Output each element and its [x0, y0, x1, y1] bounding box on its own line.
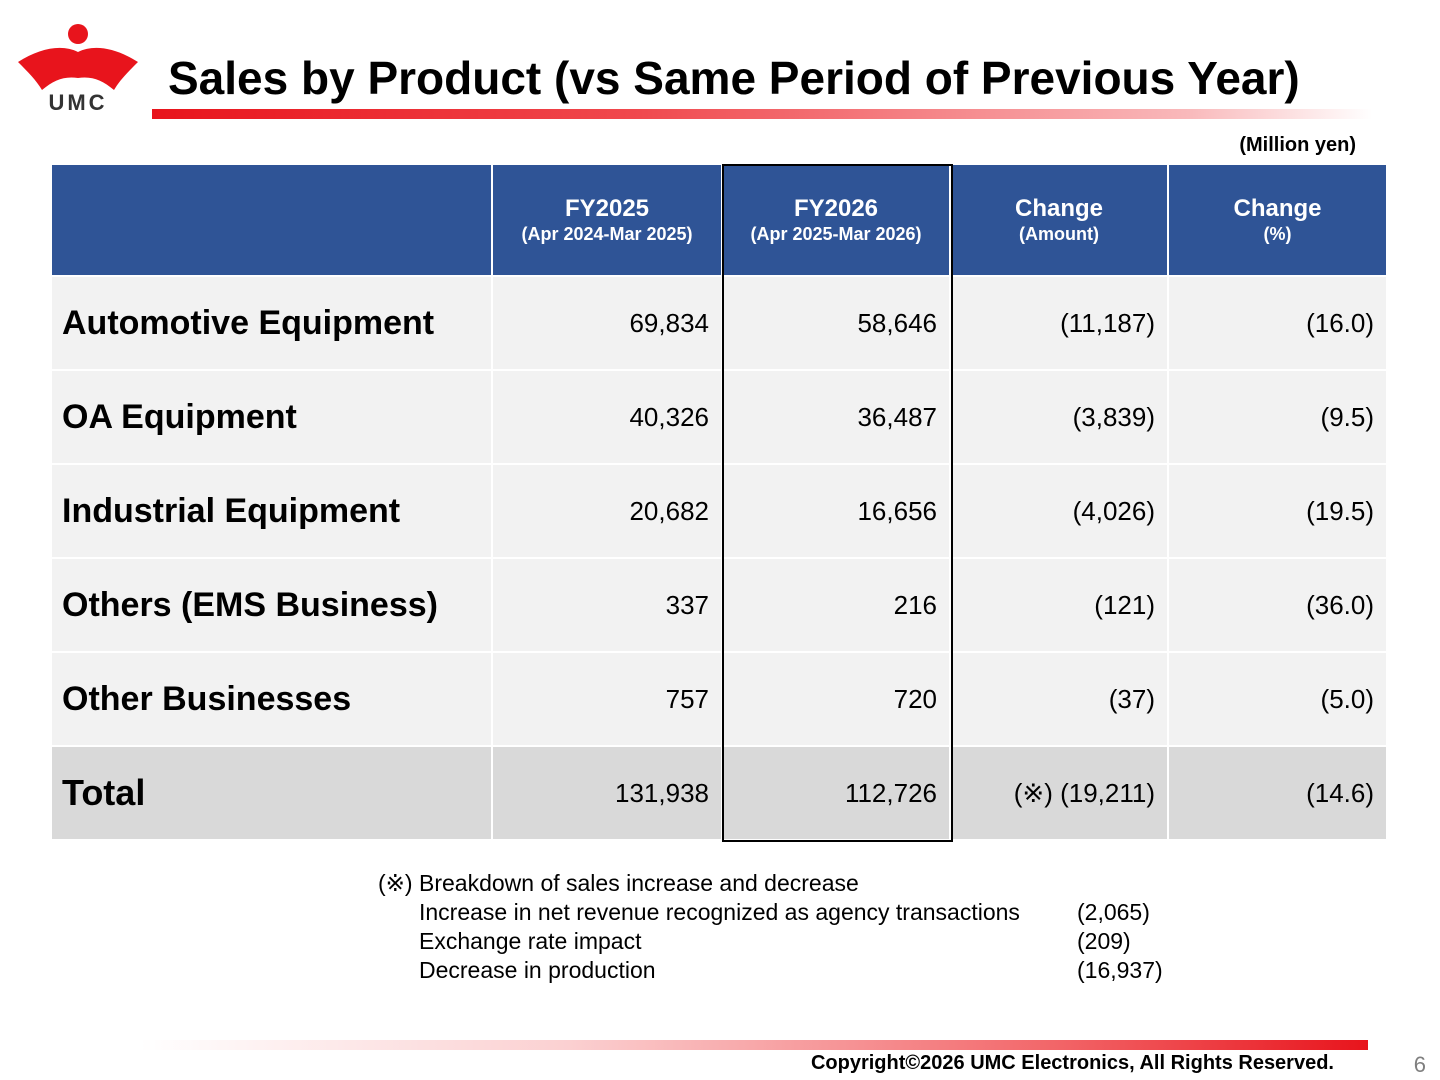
note-value: (16,937): [1077, 957, 1163, 983]
logo-red-dot: [68, 24, 88, 44]
header-change-amount: Change (Amount): [949, 165, 1168, 276]
copyright: Copyright©2026 UMC Electronics, All Righ…: [810, 1052, 1334, 1074]
row-label: Automotive Equipment: [52, 275, 492, 370]
note-value: (2,065): [1077, 899, 1150, 925]
notes-heading: (※) Breakdown of sales increase and decr…: [378, 870, 859, 896]
cell-change-percent: (16.0): [1167, 275, 1386, 370]
header-subtitle: (%): [1263, 224, 1292, 244]
header-subtitle: (Apr 2024-Mar 2025): [521, 224, 693, 244]
header-title: FY2026: [793, 195, 879, 222]
table-row: Industrial Equipment 20,682 16,656 (4,02…: [52, 463, 1386, 558]
cell-change-percent: (36.0): [1167, 557, 1386, 652]
note-label: Exchange rate impact: [419, 928, 642, 954]
title-underline: [152, 109, 1372, 119]
total-fy2025: 131,938: [491, 745, 722, 839]
cell-fy2025: 40,326: [491, 369, 722, 464]
header-fy2026: FY2026 (Apr 2025-Mar 2026): [721, 165, 950, 276]
total-change-percent: (14.6): [1167, 745, 1386, 839]
cell-fy2025: 20,682: [491, 463, 722, 558]
note-item: Exchange rate impact (209): [378, 927, 1163, 956]
unit-note: (Million yen): [1239, 134, 1356, 156]
logo-text: UMC: [48, 90, 107, 112]
header-fy2025: FY2025 (Apr 2024-Mar 2025): [491, 165, 722, 276]
cell-change-amount: (3,839): [949, 369, 1168, 464]
cell-fy2025: 757: [491, 651, 722, 746]
note-item: Decrease in production (16,937): [378, 956, 1163, 985]
table-row: OA Equipment 40,326 36,487 (3,839) (9.5): [52, 369, 1386, 464]
breakdown-notes: (※) Breakdown of sales increase and decr…: [378, 869, 1163, 985]
cell-change-percent: (19.5): [1167, 463, 1386, 558]
cell-fy2025: 337: [491, 557, 722, 652]
table-row: Other Businesses 757 720 (37) (5.0): [52, 651, 1386, 746]
cell-change-percent: (9.5): [1167, 369, 1386, 464]
note-item: Increase in net revenue recognized as ag…: [378, 898, 1163, 927]
cell-fy2026: 36,487: [721, 369, 950, 464]
total-label: Total: [52, 745, 492, 839]
cell-change-amount: (11,187): [949, 275, 1168, 370]
cell-fy2025: 69,834: [491, 275, 722, 370]
total-change-amount: (※) (19,211): [949, 745, 1168, 839]
cell-change-amount: (4,026): [949, 463, 1168, 558]
note-label: Increase in net revenue recognized as ag…: [419, 899, 1020, 925]
page-title: Sales by Product (vs Same Period of Prev…: [168, 52, 1300, 104]
note-label: Decrease in production: [419, 957, 656, 983]
sales-table: FY2025 (Apr 2024-Mar 2025) FY2026 (Apr 2…: [52, 165, 1386, 839]
umc-logo: UMC: [18, 24, 138, 112]
header-title: FY2025: [564, 195, 650, 222]
header-title: Change: [1014, 195, 1103, 222]
table-row: Others (EMS Business) 337 216 (121) (36.…: [52, 557, 1386, 652]
row-label: Others (EMS Business): [52, 557, 492, 652]
total-row: Total 131,938 112,726 (※) (19,211) (14.6…: [52, 745, 1386, 839]
note-value: (209): [1077, 928, 1131, 954]
cell-change-percent: (5.0): [1167, 651, 1386, 746]
cell-fy2026: 720: [721, 651, 950, 746]
table-header-row: FY2025 (Apr 2024-Mar 2025) FY2026 (Apr 2…: [52, 165, 1386, 276]
header-product: [52, 165, 492, 276]
table-row: Automotive Equipment 69,834 58,646 (11,1…: [52, 275, 1386, 370]
cell-change-amount: (37): [949, 651, 1168, 746]
cell-change-amount: (121): [949, 557, 1168, 652]
header-subtitle: (Amount): [1019, 224, 1099, 244]
header-title: Change: [1233, 195, 1322, 222]
footer-rule: [140, 1040, 1368, 1050]
page-number: 6: [1413, 1052, 1426, 1077]
header-change-percent: Change (%): [1167, 165, 1386, 276]
logo-red-canopy: [18, 47, 138, 90]
row-label: Other Businesses: [52, 651, 492, 746]
cell-fy2026: 58,646: [721, 275, 950, 370]
cell-fy2026: 16,656: [721, 463, 950, 558]
total-fy2026: 112,726: [721, 745, 950, 839]
cell-fy2026: 216: [721, 557, 950, 652]
row-label: Industrial Equipment: [52, 463, 492, 558]
row-label: OA Equipment: [52, 369, 492, 464]
header-subtitle: (Apr 2025-Mar 2026): [750, 224, 922, 244]
